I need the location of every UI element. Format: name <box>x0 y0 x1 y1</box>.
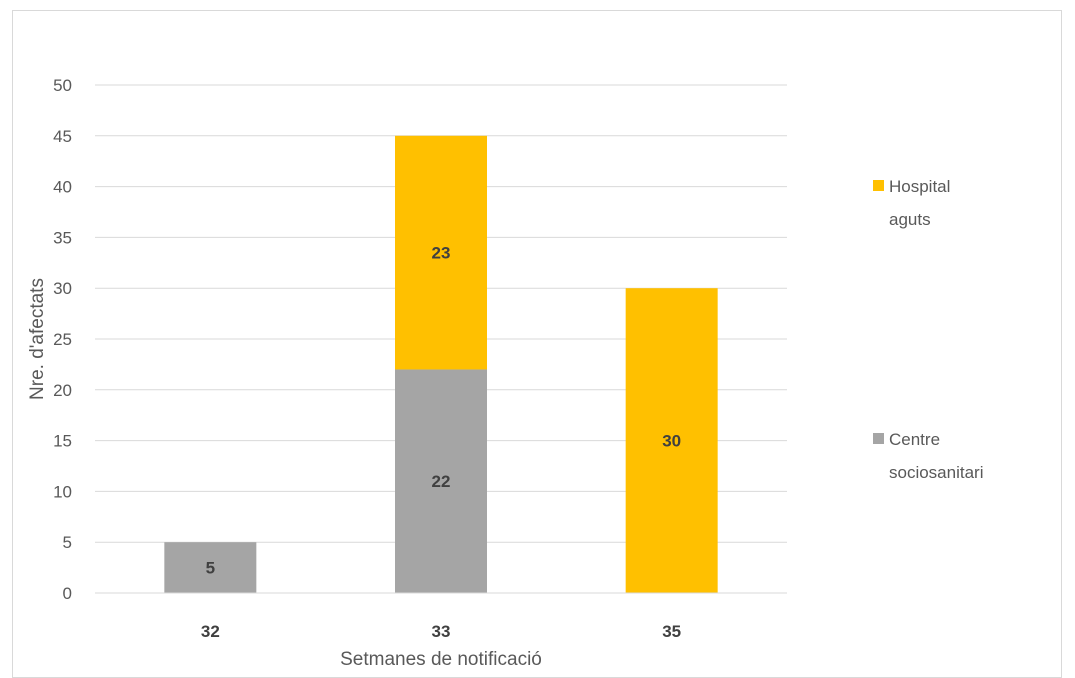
y-axis-ticks: 0 5 10 15 20 25 30 35 40 45 50 <box>53 76 72 603</box>
x-axis-title: Setmanes de notificació <box>340 649 542 670</box>
data-labels: 5 22 23 30 <box>206 244 682 578</box>
x-category-label: 33 <box>432 622 451 641</box>
x-category-label: 35 <box>662 622 681 641</box>
legend: Hospital aguts Centre sociosanitari <box>873 177 984 482</box>
y-tick-label: 25 <box>53 330 72 349</box>
y-tick-label: 15 <box>53 432 72 451</box>
y-tick-label: 0 <box>63 584 72 603</box>
legend-label: sociosanitari <box>889 463 984 482</box>
bar-segment <box>625 288 718 593</box>
data-label: 22 <box>432 472 451 491</box>
legend-label: aguts <box>889 210 931 229</box>
y-tick-label: 45 <box>53 127 72 146</box>
data-label: 30 <box>662 432 681 451</box>
bar-segment <box>395 135 487 370</box>
y-tick-label: 50 <box>53 76 72 95</box>
y-tick-label: 5 <box>63 533 72 552</box>
data-label: 5 <box>206 559 215 578</box>
x-axis-categories: 32 33 35 <box>201 622 681 641</box>
y-tick-label: 10 <box>53 482 72 501</box>
legend-label: Hospital <box>889 177 950 196</box>
legend-label: Centre <box>889 430 940 449</box>
legend-swatch <box>873 180 884 191</box>
data-label: 23 <box>432 244 451 263</box>
legend-swatch <box>873 433 884 444</box>
y-axis-title: Nre. d'afectats <box>27 278 48 400</box>
bars <box>164 135 718 593</box>
y-tick-label: 30 <box>53 279 72 298</box>
y-tick-label: 40 <box>53 178 72 197</box>
bar-segment <box>395 369 487 593</box>
x-category-label: 32 <box>201 622 220 641</box>
y-tick-label: 35 <box>53 228 72 247</box>
bar-segment <box>164 542 257 593</box>
y-tick-label: 20 <box>53 381 72 400</box>
